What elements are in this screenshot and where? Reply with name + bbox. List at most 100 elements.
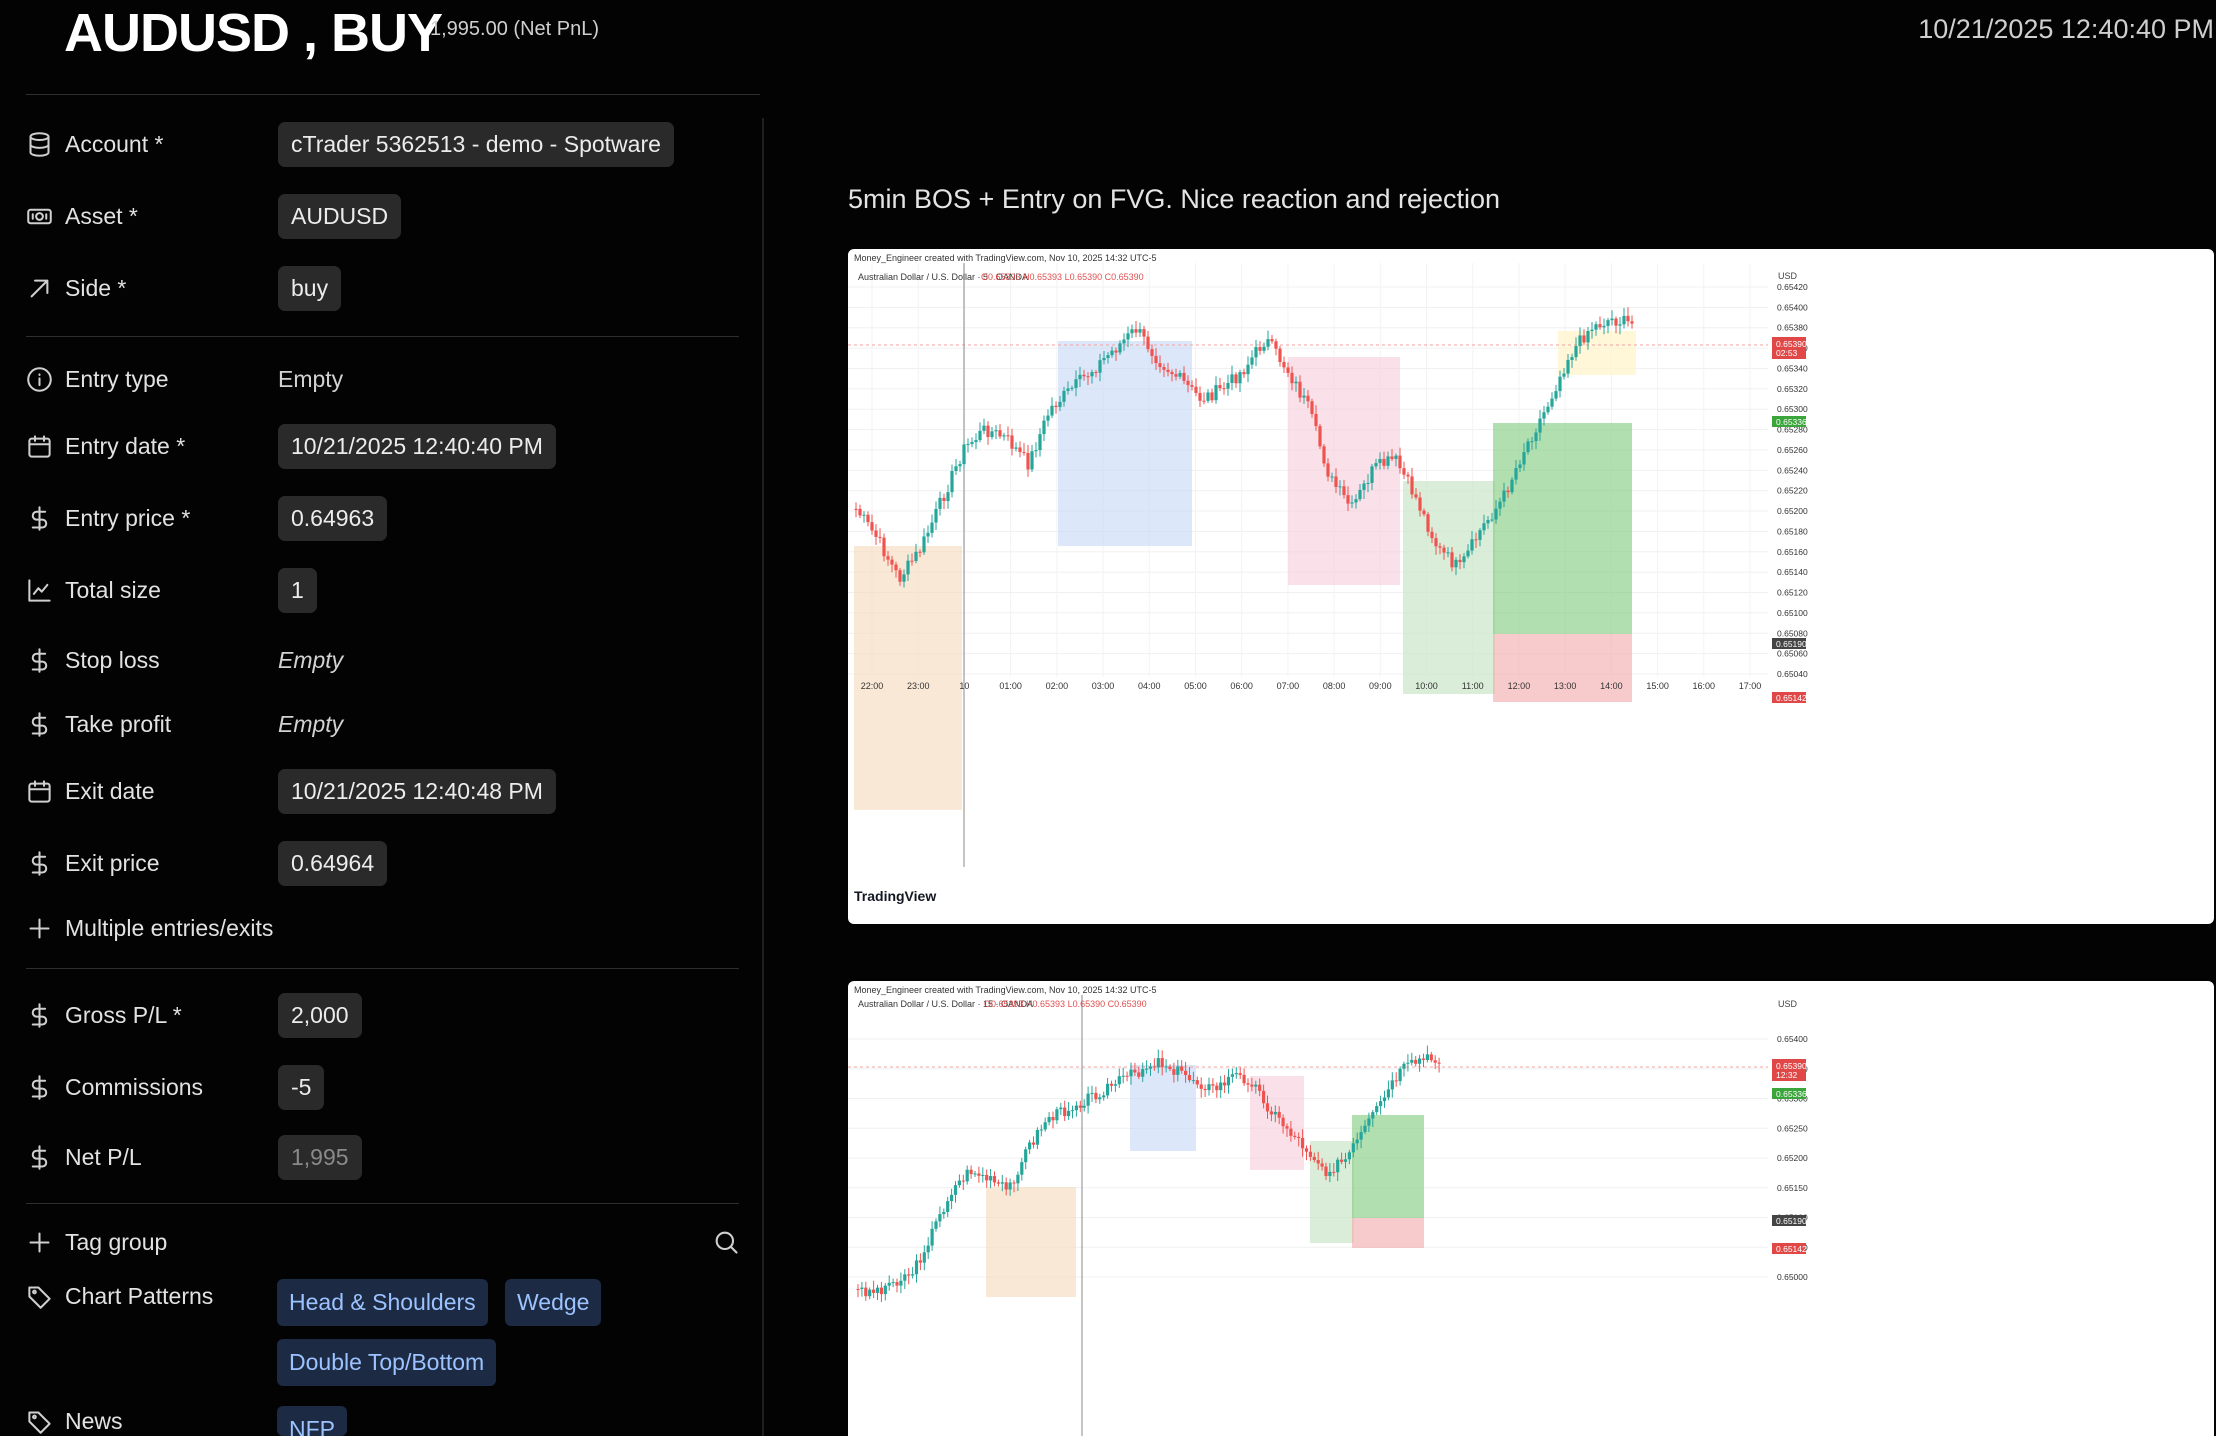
candle-body	[1234, 374, 1238, 384]
svg-text:0.65190: 0.65190	[1776, 639, 1807, 649]
candle-body	[891, 1282, 895, 1284]
candle-body	[1265, 1103, 1270, 1112]
candle-body	[946, 1201, 950, 1212]
candle-body	[942, 497, 946, 502]
candle-body	[1606, 320, 1610, 326]
candle-body	[1526, 441, 1530, 453]
chart-screenshot-5min[interactable]: Money_Engineer created with TradingView.…	[848, 249, 2214, 924]
candle-body	[1269, 1111, 1273, 1115]
zone-orange	[986, 1187, 1076, 1297]
candle-body	[1042, 420, 1046, 435]
candle-body	[1047, 1117, 1051, 1123]
candle-body	[1062, 390, 1066, 402]
candle-body	[1148, 1066, 1153, 1069]
exit-date-input[interactable]: 10/21/2025 12:40:48 PM	[278, 768, 556, 814]
candle-body	[954, 466, 958, 472]
side-select[interactable]: buy	[278, 265, 342, 311]
candle-body	[1156, 1058, 1160, 1068]
candle-body	[1574, 346, 1578, 358]
chart-screenshot-15min[interactable]: Money_Engineer created with TradingView.…	[848, 981, 2214, 1436]
candle-body	[856, 1288, 860, 1290]
candle-body	[1118, 343, 1122, 353]
field-asset: Asset * AUDUSD	[24, 188, 744, 244]
time-tick: 14:00	[1600, 681, 1623, 691]
stop-loss-input[interactable]: Empty	[278, 646, 344, 673]
candle-body	[906, 560, 910, 575]
candle-body	[1094, 372, 1098, 374]
candle-body	[1094, 1092, 1098, 1100]
price-tick: 0.65060	[1777, 649, 1808, 659]
candle-body	[899, 1280, 903, 1286]
candle-body	[974, 440, 978, 443]
candle-body	[1586, 331, 1590, 343]
gross-pl-input[interactable]: 2,000	[278, 992, 362, 1038]
multiple-entries-button[interactable]: Multiple entries/exits	[24, 900, 744, 956]
entry-date-input[interactable]: 10/21/2025 12:40:40 PM	[278, 423, 556, 469]
candle-body	[898, 570, 902, 582]
tag-head-and-shoulders[interactable]: Head & Shoulders	[277, 1279, 488, 1326]
price-tick: 0.65340	[1777, 363, 1808, 373]
candle-body	[1223, 1082, 1227, 1086]
asset-select[interactable]: AUDUSD	[278, 193, 402, 239]
section-divider	[26, 968, 739, 969]
add-tag-group-button[interactable]: Tag group	[24, 1214, 744, 1270]
entry-price-label	[1772, 638, 1806, 649]
candle-body	[1137, 1072, 1141, 1077]
commissions-input[interactable]: -5	[278, 1064, 325, 1110]
candle-body	[1371, 1112, 1375, 1119]
candle-body	[1109, 1083, 1114, 1086]
account-select[interactable]: cTrader 5362513 - demo - Spotware	[278, 121, 674, 167]
svg-text:0.65142: 0.65142	[1776, 693, 1807, 703]
candle-body	[1031, 1142, 1036, 1145]
candle-body	[953, 1185, 958, 1195]
entry-price-input[interactable]: 0.64963	[278, 495, 388, 541]
exit-date-label: Exit date	[65, 777, 155, 804]
candle-body	[1117, 1076, 1121, 1085]
candle-body	[966, 443, 970, 445]
tag-wedge[interactable]: Wedge	[505, 1279, 602, 1326]
candle-body	[1566, 359, 1570, 374]
candle-body	[1285, 1126, 1289, 1129]
candle-body	[1474, 539, 1478, 541]
info-icon	[24, 364, 54, 394]
candle-body	[1454, 559, 1458, 568]
time-tick: 13:00	[1554, 681, 1577, 691]
dollar-icon	[24, 1072, 54, 1102]
candle-body	[1078, 1105, 1082, 1108]
candle-body	[1550, 398, 1554, 407]
candle-body	[1314, 413, 1318, 427]
candle-body	[1162, 367, 1166, 370]
candle-body	[985, 1174, 989, 1181]
tag-nfp[interactable]: NFP	[277, 1406, 347, 1436]
plus-icon	[24, 913, 54, 943]
tag-double-top-bottom[interactable]: Double Top/Bottom	[277, 1339, 497, 1386]
candle-body	[1226, 383, 1230, 389]
trade-note[interactable]: 5min BOS + Entry on FVG. Nice reaction a…	[848, 184, 1501, 214]
candle-body	[895, 1282, 899, 1286]
candle-body	[1326, 463, 1330, 477]
svg-text:0.65336: 0.65336	[1776, 417, 1807, 427]
candle-body	[1154, 355, 1158, 364]
candle-body	[862, 514, 866, 516]
time-tick: 22:00	[861, 681, 884, 691]
price-tick: 0.65280	[1777, 425, 1808, 435]
candle-body	[1145, 1068, 1149, 1070]
total-size-input[interactable]: 1	[278, 567, 317, 613]
candle-body	[938, 1214, 942, 1222]
candle-body	[1370, 466, 1374, 483]
panel-divider	[762, 118, 764, 1436]
zone-green	[1310, 1141, 1354, 1243]
exit-price-input[interactable]: 0.64964	[278, 840, 388, 886]
candle-body	[903, 1274, 907, 1281]
candle-body	[1219, 1082, 1223, 1091]
entry-type-value[interactable]: Empty	[278, 365, 344, 392]
search-icon[interactable]	[712, 1228, 742, 1258]
take-profit-input[interactable]: Empty	[278, 710, 344, 737]
candle-body	[1422, 510, 1426, 515]
candle-body	[990, 431, 994, 438]
svg-text:0.65390: 0.65390	[1776, 1061, 1807, 1071]
svg-text:12:32: 12:32	[1776, 1070, 1798, 1080]
candle-body	[1502, 490, 1506, 502]
candle-body	[1347, 1152, 1351, 1160]
candle-body	[1304, 1148, 1309, 1152]
